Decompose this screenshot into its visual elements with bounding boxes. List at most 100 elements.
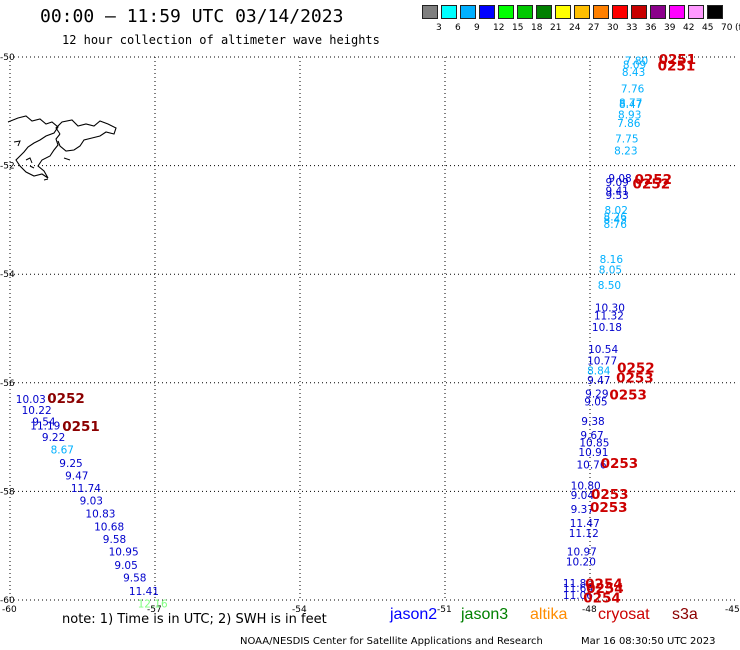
colorbar-swatch	[574, 5, 590, 19]
wave-height-value: 11.74	[71, 483, 101, 495]
pass-time-label: 0254	[583, 590, 621, 606]
pass-time-label: 0251	[658, 59, 696, 75]
wave-height-value: 9.09	[605, 177, 628, 189]
coastline-east-falkland	[55, 119, 117, 152]
wave-height-value: 9.67	[580, 430, 603, 442]
footer-timestamp: Mar 16 08:30:50 UTC 2023	[581, 636, 716, 647]
colorbar-label: 33	[626, 23, 638, 33]
wave-height-value: 9.37	[571, 504, 594, 516]
wave-height-value: 8.23	[614, 145, 637, 157]
colorbar-label: 27	[588, 23, 600, 33]
colorbar-label: 36	[645, 23, 657, 33]
wave-height-value: 8.93	[618, 110, 641, 122]
x-tick-label: -48	[582, 605, 597, 615]
colorbar-swatch	[498, 5, 514, 19]
wave-height-value: 9.47	[587, 375, 610, 387]
wave-height-value: 9.38	[581, 416, 604, 428]
colorbar-label: 30	[607, 23, 619, 33]
axis-tick-labels: -60 -57 -54 -51 -48 -45 -50 -52 -54 -56 -58 -60	[0, 53, 740, 615]
footer-credit: NOAA/NESDIS Center for Satellite Applica…	[240, 636, 543, 647]
colorbar-swatch	[669, 5, 685, 19]
wave-height-value: 9.08	[608, 173, 631, 185]
pass-time-label: 0253	[601, 456, 639, 472]
colorbar-label: 24	[569, 23, 581, 33]
colorbar-swatch	[612, 5, 628, 19]
wave-height-value: 10.97	[567, 547, 597, 559]
wave-height-value: 12.16	[138, 598, 168, 610]
wave-height-value: 9.29	[585, 389, 608, 401]
colorbar-swatch	[650, 5, 666, 19]
wave-height-value: 11.60	[563, 583, 593, 595]
legend-jason3: jason3	[461, 606, 509, 623]
wave-height-value: 9.58	[123, 573, 146, 585]
wave-height-value: 8.43	[604, 214, 627, 226]
colorbar-swatch	[422, 5, 438, 19]
wave-height-value: 9.58	[103, 534, 126, 546]
x-tick-label: -60	[2, 605, 17, 615]
pass-time-label: 0253	[609, 388, 647, 404]
wave-height-value: 9.22	[42, 432, 65, 444]
pass-time-labels: 0251025102520252025202530253025302530253…	[47, 52, 696, 606]
colorbar-label: 45	[702, 23, 714, 33]
wave-height-value: 10.68	[94, 522, 124, 534]
coastline-falkland-islands	[7, 115, 117, 181]
coastline-islets	[13, 140, 71, 181]
wave-height-value: 10.77	[587, 356, 617, 368]
colorbar-swatch	[441, 5, 457, 19]
wave-height-value: 8.76	[604, 219, 628, 231]
coastline-west-falkland	[7, 115, 61, 179]
legend-note: note: 1) Time is in UTC; 2) SWH is in fe…	[62, 612, 327, 627]
wave-height-value: 9.25	[59, 458, 82, 470]
wave-height-value: 11.06	[563, 590, 593, 602]
wave-height-value: 7.75	[615, 133, 638, 145]
wave-height-value: 11.47	[570, 518, 600, 530]
map-title: 00:00 – 11:59 UTC 03/14/2023	[40, 6, 344, 27]
x-tick-label: -51	[437, 605, 452, 615]
wave-height-value: 8.02	[605, 205, 628, 217]
wave-height-value: 8.05	[599, 264, 622, 276]
x-tick-label: -45	[725, 605, 740, 615]
colorbar-swatch	[593, 5, 609, 19]
wave-height-value: 10.85	[579, 438, 609, 450]
wave-height-value: 11.32	[594, 310, 624, 322]
pass-time-label: 0252	[617, 361, 655, 377]
wave-height-value: 8.47	[619, 99, 642, 111]
pass-time-label: 0254	[586, 581, 624, 597]
wave-height-value: 10.03	[16, 394, 46, 406]
wave-height-value: 9.41	[605, 186, 628, 198]
wave-height-value: 9.47	[65, 471, 88, 483]
pass-time-label: 0251	[659, 52, 697, 68]
wave-height-value: 10.22	[22, 405, 52, 417]
wave-height-readings: 7.808.098.437.768.778.478.937.867.758.23…	[16, 55, 648, 610]
wave-height-value: 9.05	[114, 560, 137, 572]
wave-height-value: 10.80	[571, 480, 601, 492]
pass-time-label: 0253	[591, 487, 629, 503]
colorbar-label: 70	[721, 23, 733, 33]
wave-height-value: 11.19	[30, 421, 60, 433]
map-subtitle: 12 hour collection of altimeter wave hei…	[62, 33, 380, 47]
wave-height-value: 10.54	[588, 344, 618, 356]
colorbar-label: 9	[474, 23, 480, 33]
pass-time-label: 0253	[590, 500, 628, 516]
colorbar-label: 15	[512, 23, 524, 33]
colorbar-swatch	[688, 5, 704, 19]
colorbar-label: 39	[664, 23, 676, 33]
legend-altika: altika	[530, 606, 568, 623]
wave-height-value: 10.18	[592, 322, 622, 334]
wave-height-value: 8.67	[51, 445, 74, 457]
legend-s3a: s3a	[672, 606, 698, 623]
wave-height-value: 8.26	[604, 212, 628, 224]
wave-height-value: 10.95	[109, 547, 139, 559]
y-tick-label: -50	[0, 53, 15, 63]
wave-height-value: 11.41	[129, 586, 159, 598]
legend-jason2: jason2	[390, 606, 438, 623]
colorbar-label: (ft)	[735, 23, 740, 33]
wave-height-value: 7.80	[625, 55, 648, 67]
y-tick-label: -58	[0, 487, 15, 497]
wave-height-value: 9.53	[605, 190, 628, 202]
wave-height-value: 9.05	[584, 396, 607, 408]
wave-height-value: 10.91	[578, 447, 608, 459]
pass-time-label: 0251	[62, 419, 100, 435]
